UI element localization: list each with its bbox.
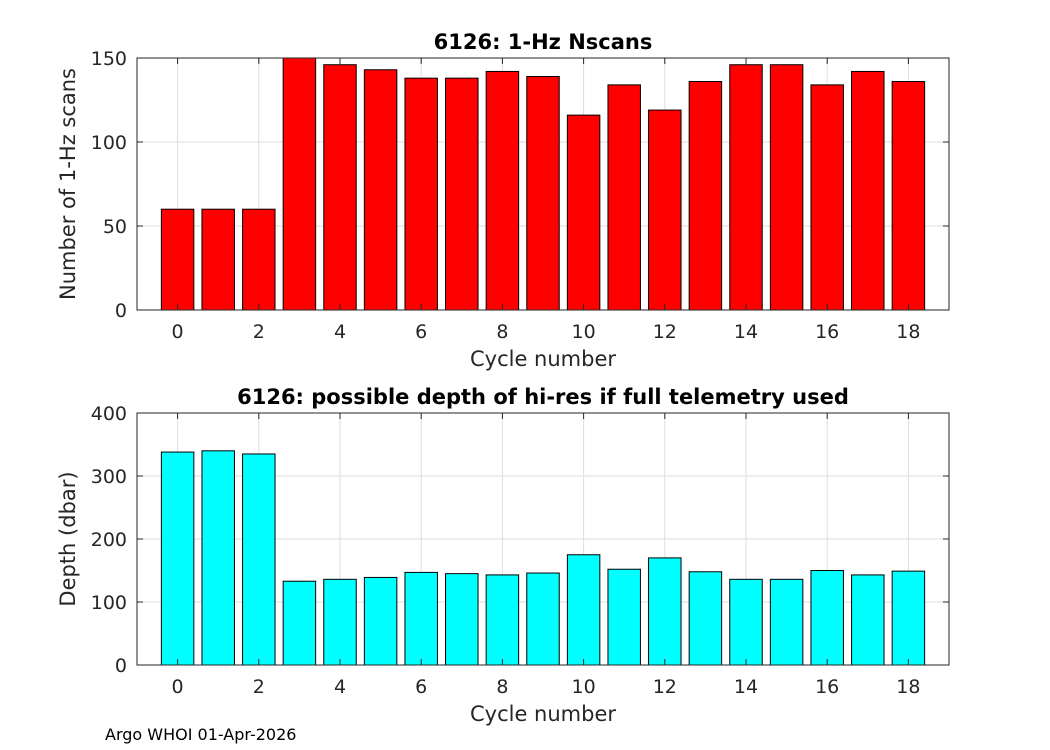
chart2-bar	[160, 451, 195, 666]
chart1-x-tick-label: 4	[334, 321, 346, 343]
chart1-bar	[323, 64, 357, 311]
chart2-x-tick-label: 12	[653, 676, 677, 698]
chart2-bar	[729, 578, 763, 666]
chart2-bar	[526, 572, 560, 666]
chart1-y-tick-label: 0	[115, 300, 127, 322]
chart1-bar	[363, 69, 398, 311]
chart1-x-tick-label: 8	[496, 321, 508, 343]
chart2-bar	[810, 570, 844, 666]
chart1-bar	[282, 57, 317, 311]
chart2-y-tick-label: 200	[91, 529, 127, 551]
chart1-y-axis-label: Number of 1-Hz scans	[56, 68, 80, 300]
chart1-x-tick-label: 12	[653, 321, 677, 343]
chart1-x-tick-label: 10	[572, 321, 596, 343]
chart2-bar	[891, 570, 926, 666]
chart1-y-tick-label: 150	[91, 48, 127, 70]
chart2-y-tick-label: 300	[91, 466, 127, 488]
chart2-x-tick-label: 4	[334, 676, 346, 698]
chart2-x-tick-label: 10	[572, 676, 596, 698]
chart2-bar	[201, 450, 235, 666]
chart1-title: 6126: 1-Hz Nscans	[434, 30, 653, 54]
chart2-bar	[404, 571, 438, 666]
chart2-bar	[688, 571, 723, 666]
chart2-bar	[485, 574, 520, 666]
chart1-y-tick-label: 100	[91, 132, 127, 154]
chart1-bar	[648, 109, 682, 311]
chart1-bar	[688, 81, 723, 311]
chart2-bar	[851, 574, 885, 666]
chart2-x-tick-label: 8	[496, 676, 508, 698]
chart2-y-tick-label: 0	[115, 655, 127, 677]
chart2-x-tick-label: 6	[415, 676, 427, 698]
chart2-y-axis-label: Depth (dbar)	[56, 471, 80, 606]
chart2-y-tick-label: 400	[91, 403, 127, 425]
chart1-bar	[404, 77, 438, 311]
chart1-y-tick-label: 50	[103, 216, 127, 238]
chart2-x-axis-label: Cycle number	[470, 702, 616, 726]
chart2-bar	[445, 573, 479, 666]
chart1-bar	[607, 84, 641, 311]
chart2-bar	[566, 554, 601, 666]
chart2-y-tick-label: 100	[91, 592, 127, 614]
chart2-x-tick-label: 0	[172, 676, 184, 698]
chart2-bar	[648, 557, 682, 666]
footer-text: Argo WHOI 01-Apr-2026	[105, 725, 297, 744]
chart2-bar	[769, 578, 804, 666]
chart1-bar	[242, 208, 276, 311]
chart1-x-tick-label: 14	[734, 321, 758, 343]
chart1-x-tick-label: 2	[253, 321, 265, 343]
chart2-bar	[607, 568, 641, 666]
chart2-title: 6126: possible depth of hi-res if full t…	[237, 385, 849, 409]
chart2-bar	[363, 576, 398, 666]
chart1-bar	[891, 81, 926, 311]
chart1-x-axis-label: Cycle number	[470, 347, 616, 371]
chart1-x-tick-label: 0	[172, 321, 184, 343]
chart1-bar	[526, 75, 560, 311]
chart2-x-tick-label: 14	[734, 676, 758, 698]
chart1-bar	[769, 64, 804, 311]
chart1-bar	[810, 84, 844, 311]
chart1-bar	[160, 208, 195, 311]
chart2-x-tick-label: 2	[253, 676, 265, 698]
chart1-bar	[201, 208, 235, 311]
chart1-bar	[445, 77, 479, 311]
chart1-bar	[485, 70, 520, 311]
chart1-axes-box	[136, 57, 950, 311]
chart1-bar	[729, 64, 763, 311]
chart2-x-tick-label: 18	[896, 676, 920, 698]
chart2-bar	[323, 578, 357, 666]
chart1-bar	[851, 70, 885, 311]
chart2-bar	[242, 453, 276, 666]
chart2-x-tick-label: 16	[815, 676, 839, 698]
chart1-x-tick-label: 18	[896, 321, 920, 343]
chart1-x-tick-label: 6	[415, 321, 427, 343]
chart1-x-tick-label: 16	[815, 321, 839, 343]
chart2-bar	[282, 580, 317, 666]
chart1-bar	[566, 114, 601, 311]
